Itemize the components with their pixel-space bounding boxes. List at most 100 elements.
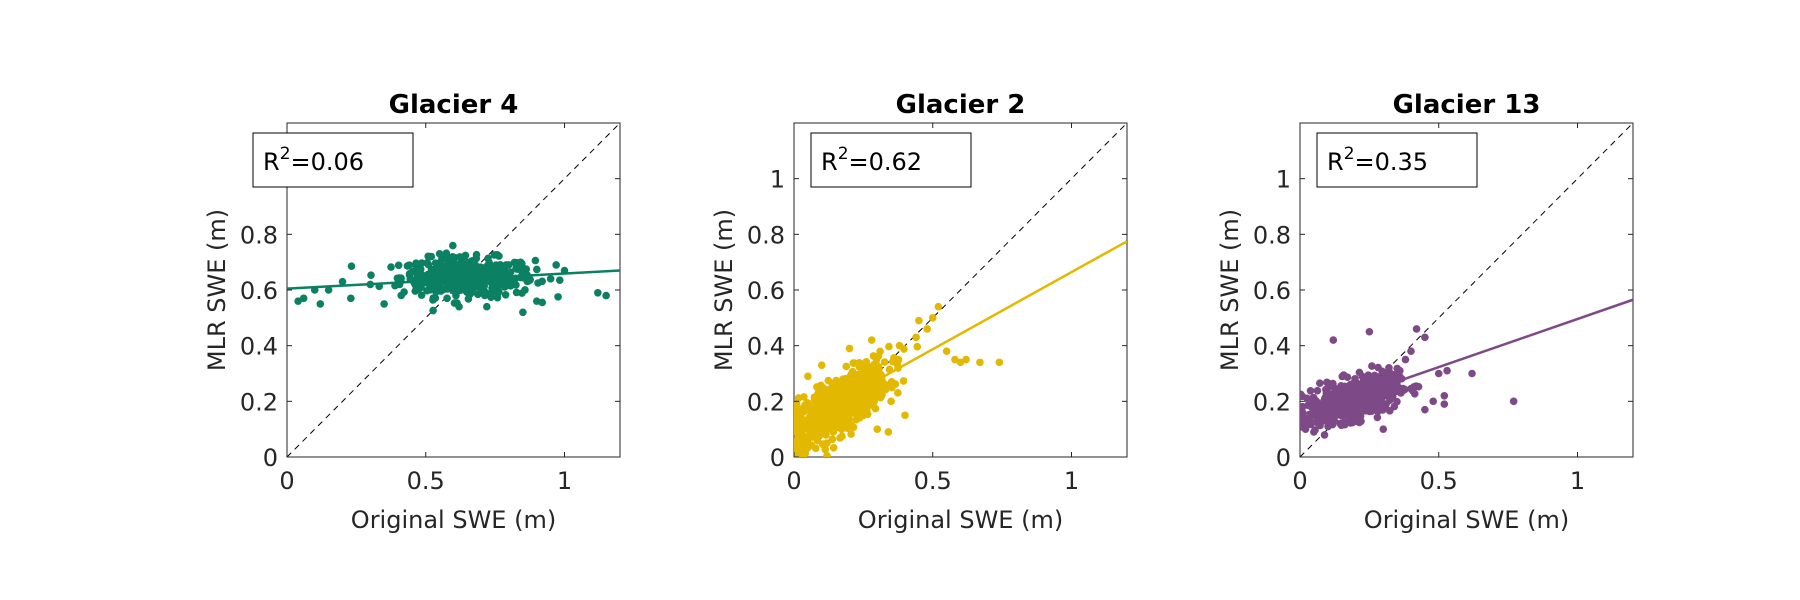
data-point	[821, 445, 830, 454]
data-point	[501, 290, 510, 299]
chart-title: Glacier 13	[1393, 90, 1541, 120]
data-point	[1309, 396, 1318, 405]
data-point	[817, 416, 825, 424]
panel-2: 0 0.5 1 0 0.2 0.4 0.6 0.8 1 Glacier 2 Original SWE…	[710, 90, 1128, 534]
data-point	[888, 383, 896, 392]
y-tick-label: 0.6	[1253, 277, 1291, 305]
data-point	[1401, 355, 1410, 364]
data-point	[828, 435, 837, 444]
x-tick-label: 1	[1570, 467, 1585, 495]
x-tick-label: 0	[279, 467, 294, 495]
r2-annotation: R2=0.35	[1327, 144, 1428, 176]
data-point	[826, 410, 834, 419]
data-point	[811, 444, 820, 453]
data-point	[862, 405, 871, 414]
data-point	[414, 285, 423, 293]
data-point	[502, 261, 511, 269]
data-point	[813, 423, 822, 432]
data-point	[995, 358, 1004, 367]
data-point	[538, 277, 547, 286]
data-point	[845, 416, 853, 424]
data-point	[1320, 431, 1329, 439]
r2-annotation-box	[252, 132, 414, 188]
data-point	[831, 389, 840, 398]
data-point	[1324, 415, 1332, 423]
data-point	[1300, 390, 1305, 399]
data-layer	[287, 123, 620, 457]
r2-superscript: 2	[1344, 144, 1355, 164]
y-tick-label: 1	[770, 166, 785, 194]
data-point	[839, 404, 847, 413]
r2-value: =0.06	[291, 148, 365, 176]
x-tick-label: 0.5	[914, 467, 952, 495]
data-point	[825, 424, 834, 432]
data-point	[347, 294, 355, 303]
data-point	[847, 430, 855, 438]
data-point	[347, 262, 356, 271]
data-point	[367, 271, 375, 279]
data-point	[484, 254, 492, 263]
y-tick-label: 0.8	[747, 221, 785, 249]
data-point	[1373, 413, 1382, 422]
data-point	[870, 389, 879, 397]
data-point	[872, 355, 881, 364]
x-tick-label: 1	[557, 467, 572, 495]
chart-title: Glacier 4	[389, 90, 519, 120]
data-point	[437, 256, 446, 264]
fit-line	[794, 240, 1127, 428]
data-point	[1421, 405, 1429, 414]
data-point	[803, 444, 811, 453]
data-point	[1368, 362, 1376, 370]
y-axis-label: MLR SWE (m)	[1216, 209, 1244, 371]
data-point	[1407, 384, 1415, 393]
data-point	[602, 291, 610, 300]
data-point	[813, 436, 822, 445]
data-point	[437, 267, 445, 276]
data-point	[854, 402, 863, 411]
data-point	[429, 306, 437, 315]
data-point	[890, 354, 898, 362]
y-tick-label: 0.4	[240, 333, 278, 361]
data-point	[828, 383, 837, 392]
data-point	[846, 376, 855, 385]
r2-annotation: R2=0.06	[263, 144, 364, 176]
data-point	[448, 253, 457, 261]
data-point	[1362, 397, 1371, 406]
data-point	[515, 265, 524, 274]
data-point	[447, 271, 455, 280]
r2-superscript: 2	[280, 144, 291, 164]
r2-prefix: R	[1327, 148, 1344, 176]
data-point	[1365, 327, 1374, 336]
data-point	[1370, 392, 1378, 400]
data-point	[338, 277, 347, 286]
data-point	[493, 277, 501, 285]
y-tick-label: 0	[770, 444, 785, 472]
data-point	[876, 370, 884, 378]
data-point	[1376, 379, 1384, 387]
data-point	[794, 414, 799, 422]
data-point	[483, 302, 491, 311]
data-point	[879, 380, 887, 389]
data-point	[1329, 336, 1338, 344]
data-point	[516, 258, 525, 267]
data-point	[1304, 401, 1312, 410]
data-point	[1509, 397, 1518, 406]
data-point	[962, 355, 970, 364]
data-point	[928, 314, 937, 322]
data-point	[812, 400, 820, 409]
data-point	[873, 425, 882, 433]
data-point	[442, 249, 451, 257]
r2-prefix: R	[821, 148, 838, 176]
data-point	[876, 347, 884, 356]
data-point	[799, 425, 808, 433]
data-point	[431, 294, 440, 302]
data-point	[1331, 389, 1339, 398]
data-point	[794, 449, 803, 457]
data-point	[432, 288, 440, 296]
x-tick-label: 0	[786, 467, 801, 495]
data-point	[822, 431, 830, 439]
data-point	[519, 308, 527, 317]
r2-value: =0.62	[849, 148, 923, 176]
